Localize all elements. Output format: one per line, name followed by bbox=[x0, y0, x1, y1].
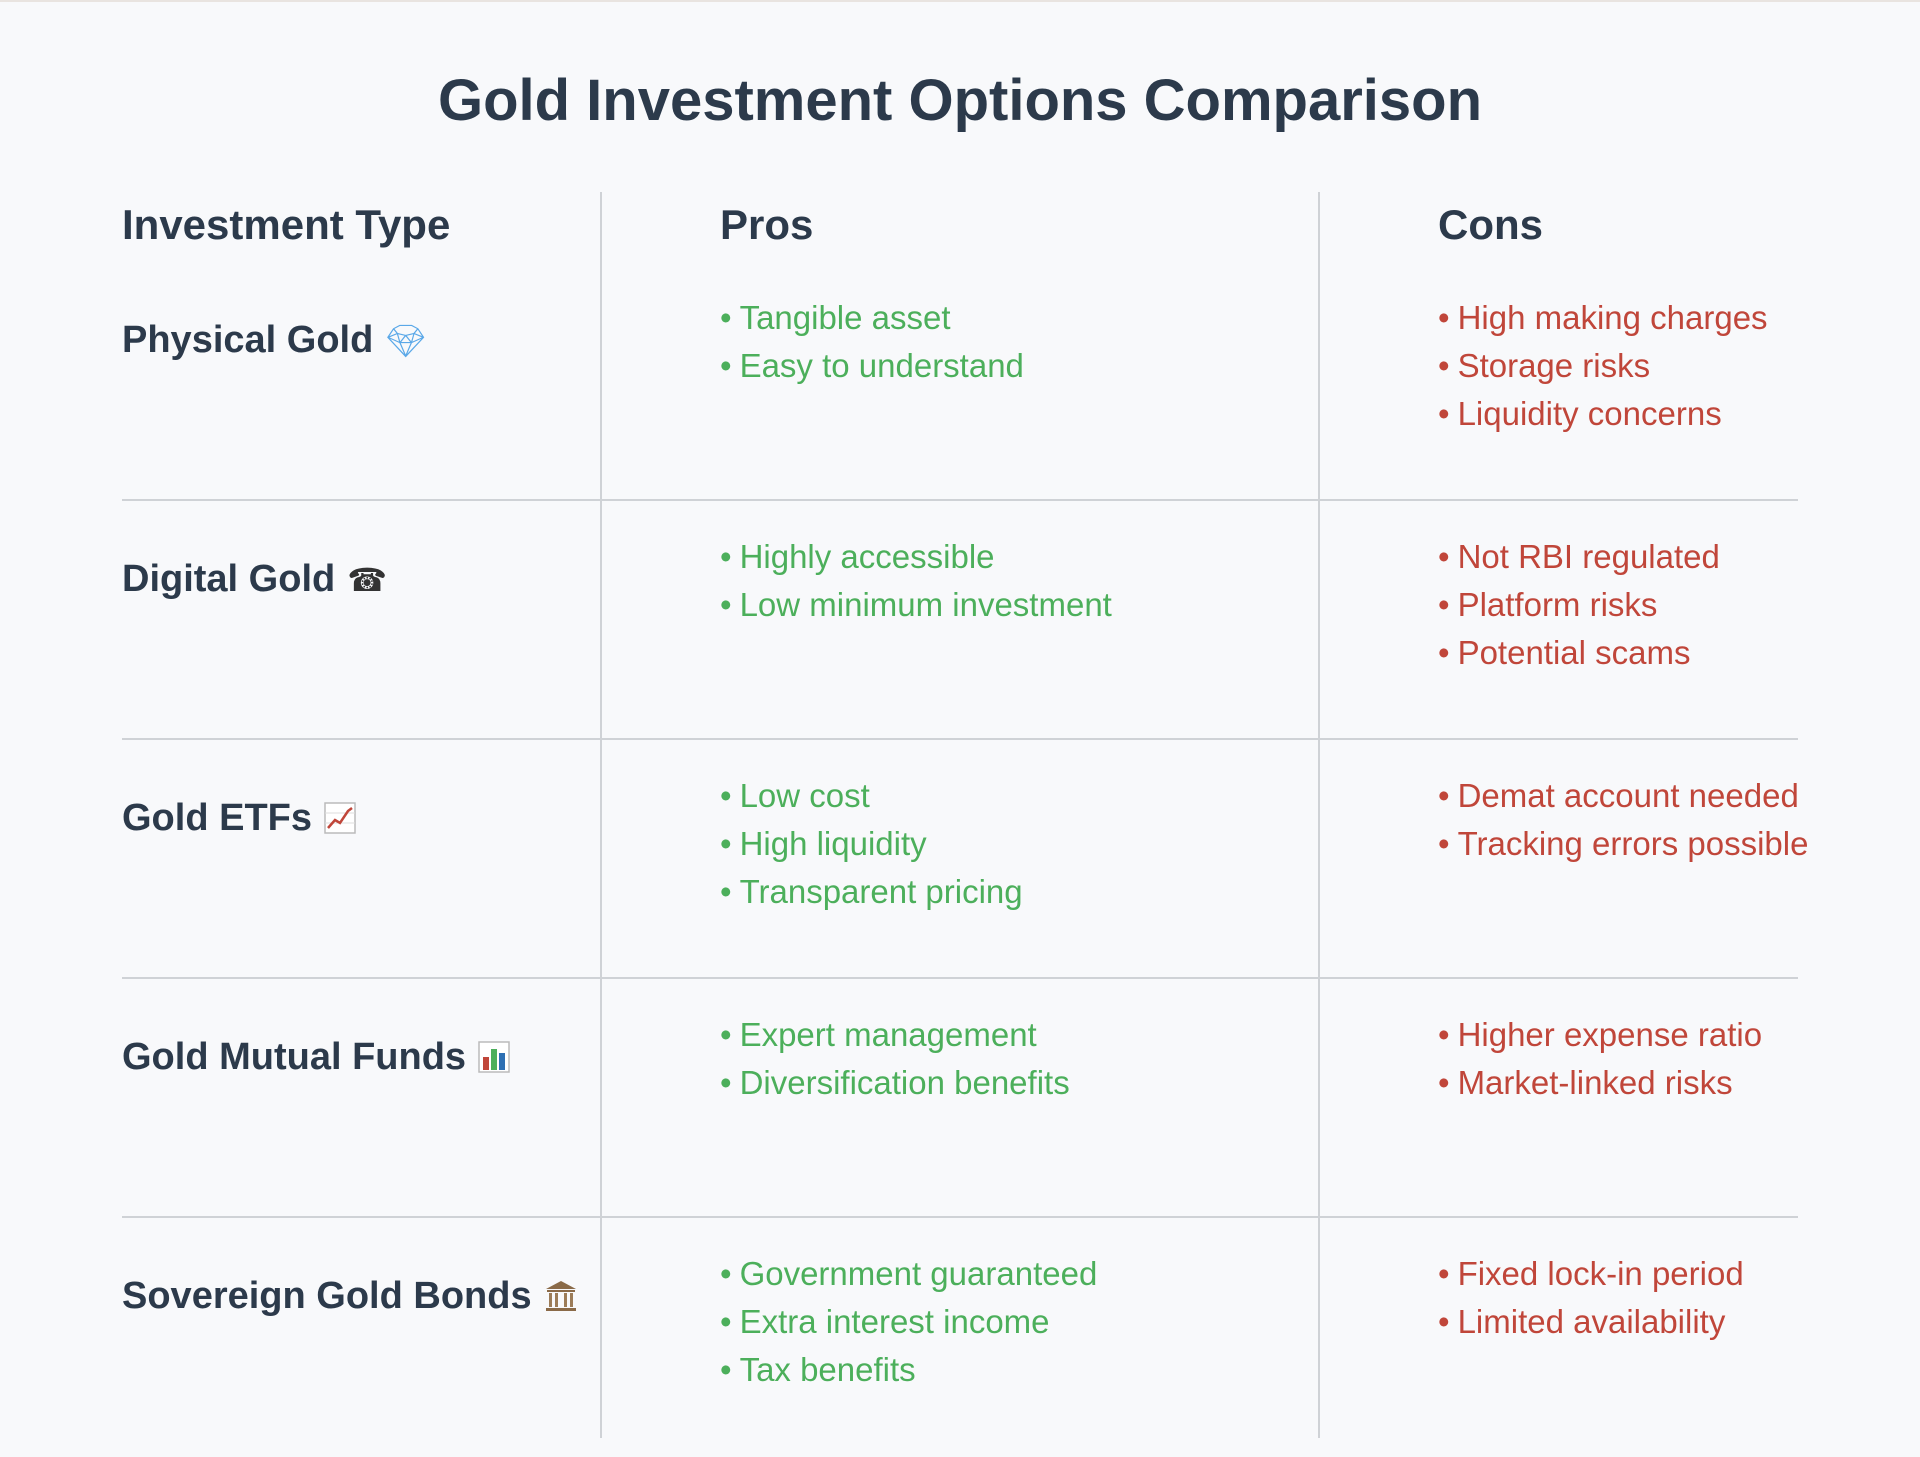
bar-chart-icon bbox=[478, 1036, 510, 1080]
con-item: Higher expense ratio bbox=[1438, 1011, 1763, 1059]
investment-type-cell: Gold ETFs bbox=[122, 796, 356, 841]
pros-list: Expert management Diversification benefi… bbox=[720, 1011, 1070, 1107]
pros-list: Tangible asset Easy to understand bbox=[720, 294, 1024, 390]
investment-type-cell: Physical Gold 💎︎ bbox=[122, 318, 426, 363]
pro-item: Government guaranteed bbox=[720, 1250, 1098, 1298]
pros-list: Low cost High liquidity Transparent pric… bbox=[720, 772, 1023, 916]
table-header: Investment Type Pros Cons bbox=[122, 192, 1798, 262]
table-row: Digital Gold ☎ Highly accessible Low mini… bbox=[122, 501, 1798, 740]
row-divider bbox=[122, 738, 1798, 740]
pro-item: Diversification benefits bbox=[720, 1059, 1070, 1107]
column-divider bbox=[1318, 192, 1320, 1438]
investment-type-label: Gold ETFs bbox=[122, 797, 312, 839]
investment-type-label: Digital Gold bbox=[122, 558, 336, 600]
con-item: Market-linked risks bbox=[1438, 1059, 1762, 1107]
column-divider bbox=[600, 192, 602, 1438]
pros-list: Highly accessible Low minimum investment bbox=[720, 533, 1112, 629]
column-header-pros: Pros bbox=[720, 201, 814, 248]
pro-item: Tangible asset bbox=[720, 294, 1024, 342]
pro-item: Low cost bbox=[720, 772, 1023, 820]
gem-icon: 💎︎ bbox=[385, 322, 426, 360]
con-item: Tracking errors possible bbox=[1438, 820, 1809, 868]
top-border bbox=[0, 0, 1920, 2]
pro-item: High liquidity bbox=[720, 820, 1023, 868]
row-divider bbox=[122, 499, 1798, 501]
column-header-cons: Cons bbox=[1438, 201, 1543, 248]
cons-list: Not RBI regulated Platform risks Potenti… bbox=[1438, 533, 1720, 677]
pros-list: Government guaranteed Extra interest inc… bbox=[720, 1250, 1098, 1394]
investment-type-label: Gold Mutual Funds bbox=[122, 1036, 467, 1078]
con-item: Liquidity concerns bbox=[1438, 390, 1768, 438]
column-header-investment-type: Investment Type bbox=[122, 201, 451, 248]
investment-type-label: Sovereign Gold Bonds bbox=[122, 1275, 532, 1317]
row-divider bbox=[122, 1216, 1798, 1218]
pro-item: Easy to understand bbox=[720, 342, 1024, 390]
investment-type-cell: Sovereign Gold Bonds bbox=[122, 1274, 578, 1319]
cons-list: High making charges Storage risks Liquid… bbox=[1438, 294, 1768, 438]
con-item: Platform risks bbox=[1438, 581, 1720, 629]
investment-type-cell: Digital Gold ☎ bbox=[122, 557, 387, 602]
pro-item: Extra interest income bbox=[720, 1298, 1097, 1346]
table-row: Physical Gold 💎︎ Tangible asset Easy to u… bbox=[122, 262, 1798, 501]
pro-item: Expert management bbox=[720, 1011, 1070, 1059]
con-item: High making charges bbox=[1438, 294, 1768, 342]
row-divider bbox=[122, 977, 1798, 979]
pro-item: Tax benefits bbox=[720, 1346, 1097, 1394]
chart-increasing-icon bbox=[324, 797, 356, 841]
cons-list: Demat account needed Tracking errors pos… bbox=[1438, 772, 1809, 868]
investment-type-cell: Gold Mutual Funds bbox=[122, 1035, 510, 1080]
pro-item: Transparent pricing bbox=[720, 868, 1023, 916]
con-item: Limited availability bbox=[1438, 1298, 1744, 1346]
investment-type-label: Physical Gold bbox=[122, 319, 374, 361]
con-item: Fixed lock-in period bbox=[1438, 1250, 1744, 1298]
cons-list: Higher expense ratio Market-linked risks bbox=[1438, 1011, 1763, 1107]
con-item: Potential scams bbox=[1438, 629, 1720, 677]
table-row: Gold Mutual Funds Expert management Dive… bbox=[122, 979, 1798, 1218]
table-row: Gold ETFs Low cost High liquidity Transp… bbox=[122, 740, 1808, 979]
classical-building-icon bbox=[544, 1275, 578, 1319]
table-row: Sovereign Gold Bonds Government guarante… bbox=[122, 1218, 1798, 1457]
con-item: Demat account needed bbox=[1438, 772, 1808, 820]
cons-list: Fixed lock-in period Limited availabilit… bbox=[1438, 1250, 1744, 1346]
mobile-phone-icon: ☎ bbox=[347, 561, 388, 599]
page-title: Gold Investment Options Comparison bbox=[437, 68, 1483, 133]
con-item: Not RBI regulated bbox=[1438, 533, 1720, 581]
pro-item: Highly accessible bbox=[720, 533, 1112, 581]
pro-item: Low minimum investment bbox=[720, 581, 1112, 629]
con-item: Storage risks bbox=[1438, 342, 1768, 390]
